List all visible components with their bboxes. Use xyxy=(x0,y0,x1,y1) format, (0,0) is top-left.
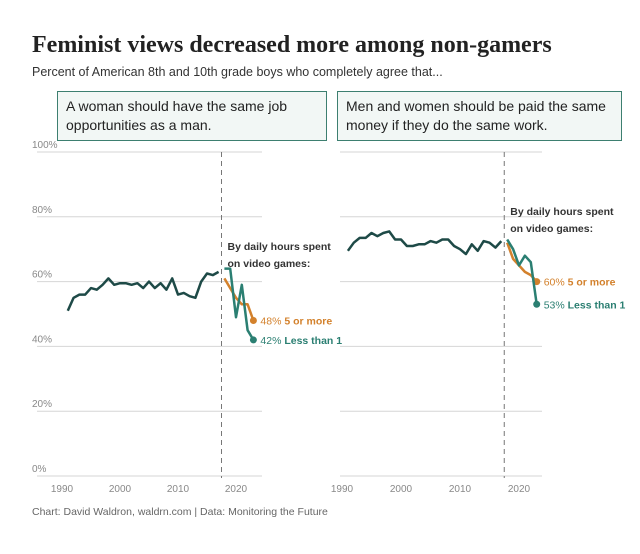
annotation-line-1: By daily hours spent xyxy=(228,241,332,253)
annotation-line-2: on video games: xyxy=(228,258,311,270)
series-line-less-than-1 xyxy=(506,238,538,305)
series-end-point xyxy=(249,316,257,324)
series-name: 5 or more xyxy=(284,315,332,327)
x-tick-label: 2000 xyxy=(109,484,132,495)
overall-line xyxy=(66,270,220,312)
overall-line xyxy=(346,230,503,256)
end-value: 53% xyxy=(544,299,568,311)
series-name: Less than 1 xyxy=(284,335,342,347)
series-end-label: 60% 5 or more xyxy=(544,277,616,289)
series-line-less-than-1 xyxy=(224,267,255,341)
annotation-line-1: By daily hours spent xyxy=(510,206,614,218)
series-name: 5 or more xyxy=(568,277,616,289)
x-tick-label: 1990 xyxy=(331,484,354,495)
end-value: 42% xyxy=(260,335,284,347)
y-tick-label: 20% xyxy=(32,399,52,410)
annotation-line-2: on video games: xyxy=(510,223,593,235)
x-tick-label: 2010 xyxy=(167,484,190,495)
x-tick-label: 2020 xyxy=(508,484,531,495)
chart-title: Feminist views decreased more among non-… xyxy=(32,32,552,58)
series-end-label: 48% 5 or more xyxy=(260,315,332,327)
x-tick-label: 1990 xyxy=(51,484,74,495)
x-tick-label: 2010 xyxy=(449,484,472,495)
chart-subtitle: Percent of American 8th and 10th grade b… xyxy=(32,65,443,79)
series-end-label: 53% Less than 1 xyxy=(544,299,626,311)
chart-credit: Chart: David Waldron, waldrn.com | Data:… xyxy=(32,506,328,518)
series-end-label: 42% Less than 1 xyxy=(260,335,342,347)
series-end-point xyxy=(249,336,257,344)
end-value: 48% xyxy=(260,315,284,327)
y-tick-label: 80% xyxy=(32,205,52,216)
x-tick-label: 2020 xyxy=(225,484,248,495)
y-tick-label: 40% xyxy=(32,334,52,345)
end-value: 60% xyxy=(544,277,568,289)
series-name: Less than 1 xyxy=(568,299,626,311)
y-tick-label: 0% xyxy=(32,464,47,475)
y-tick-label: 100% xyxy=(32,140,58,151)
x-tick-label: 2000 xyxy=(390,484,413,495)
series-end-point xyxy=(533,300,541,308)
panel-title-job-opportunities: A woman should have the same job opportu… xyxy=(57,91,327,141)
panel-title-equal-pay: Men and women should be paid the same mo… xyxy=(337,91,622,141)
y-tick-label: 60% xyxy=(32,270,52,281)
